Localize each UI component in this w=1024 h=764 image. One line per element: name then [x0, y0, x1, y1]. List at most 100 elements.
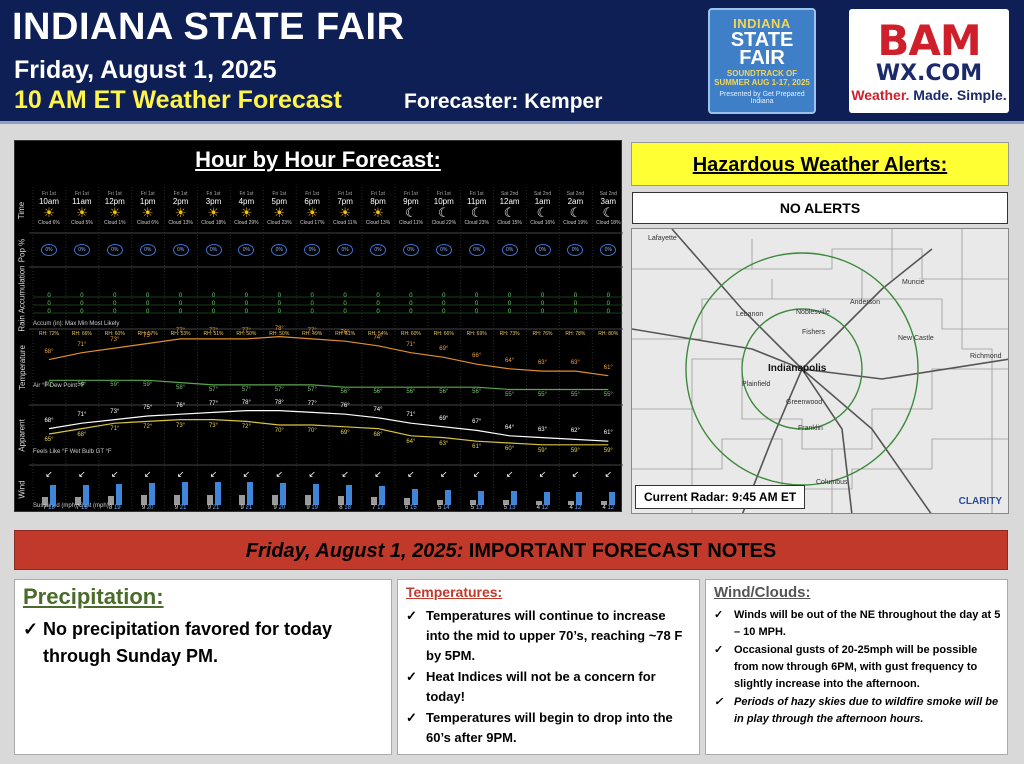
- cloud-cover: Cloud 6%: [38, 220, 60, 226]
- gust-speed: 12: [541, 505, 549, 511]
- cloud-cover: Cloud 15%: [497, 220, 522, 226]
- cloud-cover: Cloud 16%: [530, 220, 555, 226]
- sun-icon: ☀: [306, 205, 319, 220]
- rain-value: 0: [540, 309, 545, 315]
- rain-value: 0: [277, 301, 281, 307]
- forecast-time: 10 AM ET Weather Forecast: [14, 86, 342, 114]
- bam-tagline-red: Weather.: [851, 87, 910, 103]
- gust-speed: 19: [311, 505, 319, 511]
- dew-point-value: 59°: [143, 382, 153, 389]
- radar-map: Lafayette Noblesville Anderson Muncie Le…: [631, 228, 1009, 514]
- wind-speed-values: 5 13: [495, 505, 525, 511]
- check-icon: ✓: [406, 710, 417, 725]
- wind-item-1: Occasional gusts of 20-25mph will be pos…: [734, 644, 978, 690]
- wind-direction-icon: ↙: [604, 469, 613, 479]
- hour-day: Sat 2nd: [500, 191, 519, 197]
- feels-like-value: 71°: [406, 412, 416, 419]
- gust-speed: 18: [81, 505, 88, 511]
- sustained-wind-bar: [338, 496, 345, 505]
- rain-value: 0: [540, 301, 545, 307]
- clarity-logo: CLARITY: [958, 496, 1002, 507]
- feels-like-value: 61°: [603, 430, 613, 437]
- list-item: ✓ Periods of hazy skies due to wildfire s…: [712, 694, 1001, 728]
- wet-bulb-value: 59°: [603, 447, 613, 454]
- hour-label: 10am: [38, 197, 59, 206]
- map-label-greenwood: Greenwood: [786, 399, 823, 406]
- dew-point-value: 56°: [439, 389, 449, 396]
- bamwx-logo: BAM WX.COM Weather. Made. Simple.: [849, 9, 1009, 113]
- radar-map-lines: [632, 229, 1008, 513]
- wind-direction-icon: ↙: [111, 469, 119, 479]
- humidity-value: RH: 76%: [532, 331, 553, 337]
- hour-label: 3am: [600, 197, 617, 206]
- rain-value: 0: [475, 301, 479, 307]
- temperatures-list: ✓ Temperatures will continue to increase …: [404, 606, 693, 748]
- sustained-speed: 4: [536, 505, 542, 511]
- temps-item-2: Temperatures will begin to drop into the…: [426, 710, 673, 745]
- hour-day: Fri 1st: [371, 191, 385, 197]
- rain-value: 0: [244, 309, 249, 315]
- precip-item-0: No precipitation favored for today throu…: [43, 619, 333, 666]
- sustained-speed: 9: [141, 505, 147, 511]
- hour-column: Fri 1st 11am ☀ Cloud 5%: [66, 191, 98, 226]
- pop-badge: 0%: [501, 244, 518, 256]
- humidity-value: RH: 72%: [38, 331, 59, 337]
- sun-icon: ☀: [240, 205, 253, 220]
- rain-value: 0: [211, 309, 216, 315]
- rain-value: 0: [507, 309, 512, 315]
- gust-wind-bar: [346, 485, 353, 505]
- sun-icon: ☀: [141, 205, 154, 220]
- hour-label: 6pm: [304, 197, 320, 206]
- sun-icon: ☀: [174, 205, 187, 220]
- feels-like-value: 71°: [77, 412, 87, 419]
- dew-point-value: 59°: [44, 382, 54, 389]
- gust-speed: 14: [442, 505, 450, 511]
- humidity-value: RH: 69%: [466, 331, 487, 337]
- hour-column: Fri 1st 2pm ☀ Cloud 13%: [165, 191, 197, 226]
- rain-legend: Accum (in): Max Min Most Likely: [33, 321, 120, 327]
- feels-like-value: 69°: [439, 415, 449, 422]
- forecast-notes-banner: Friday, August 1, 2025: IMPORTANT FORECA…: [14, 530, 1008, 570]
- sun-icon: ☀: [43, 205, 55, 220]
- sustained-speed: 5: [437, 505, 443, 511]
- wind-direction-icon: ↙: [571, 469, 580, 479]
- gust-wind-bar: [379, 486, 385, 505]
- air-temp-value: 71°: [406, 341, 416, 348]
- wet-bulb-value: 61°: [472, 444, 482, 451]
- gust-speed: 13: [508, 505, 516, 511]
- sustained-speed: 5: [470, 505, 476, 511]
- gust-wind-bar: [247, 481, 254, 505]
- gust-wind-bar: [214, 481, 221, 505]
- humidity-value: RH: 78%: [565, 331, 586, 337]
- humidity-value: RH: 60%: [400, 331, 421, 337]
- rain-value: 0: [80, 301, 84, 307]
- wind-direction-icon: ↙: [505, 469, 514, 479]
- wet-bulb-value: 59°: [537, 447, 548, 454]
- gust-speed: 19: [113, 505, 121, 511]
- list-item: ✓ Winds will be out of the NE throughout …: [712, 607, 1001, 641]
- gust-speed: 18: [48, 505, 55, 511]
- sustained-wind-bar: [436, 499, 443, 505]
- hour-day: Fri 1st: [305, 191, 320, 197]
- humidity-value: RH: 50%: [269, 331, 290, 337]
- dew-point-value: 56°: [472, 389, 482, 396]
- hour-label: 11am: [72, 197, 92, 206]
- cloud-cover: Cloud 22%: [431, 220, 457, 226]
- air-temp-value: 68°: [44, 348, 54, 355]
- bam-logo-text: BAM: [877, 16, 981, 65]
- hour-column: Fri 1st 11pm ☾ Cloud 23%: [461, 191, 493, 226]
- rain-value: 0: [606, 309, 610, 315]
- gust-speed: 17: [377, 505, 384, 511]
- rain-value: 0: [376, 301, 380, 307]
- sustained-wind-bar: [140, 495, 147, 505]
- hour-day: Fri 1st: [403, 191, 418, 197]
- sun-icon: ☀: [207, 205, 220, 220]
- sustained-wind-bar: [371, 497, 377, 505]
- sustained-wind-bar: [469, 499, 476, 505]
- bam-logo-tagline: Weather. Made. Simple.: [849, 87, 1009, 103]
- wet-bulb-value: 70°: [274, 428, 284, 434]
- rain-value: 0: [442, 309, 446, 315]
- hour-label: 12pm: [104, 197, 125, 206]
- hour-label: 7pm: [337, 197, 353, 206]
- feels-like-value: 76°: [176, 403, 186, 410]
